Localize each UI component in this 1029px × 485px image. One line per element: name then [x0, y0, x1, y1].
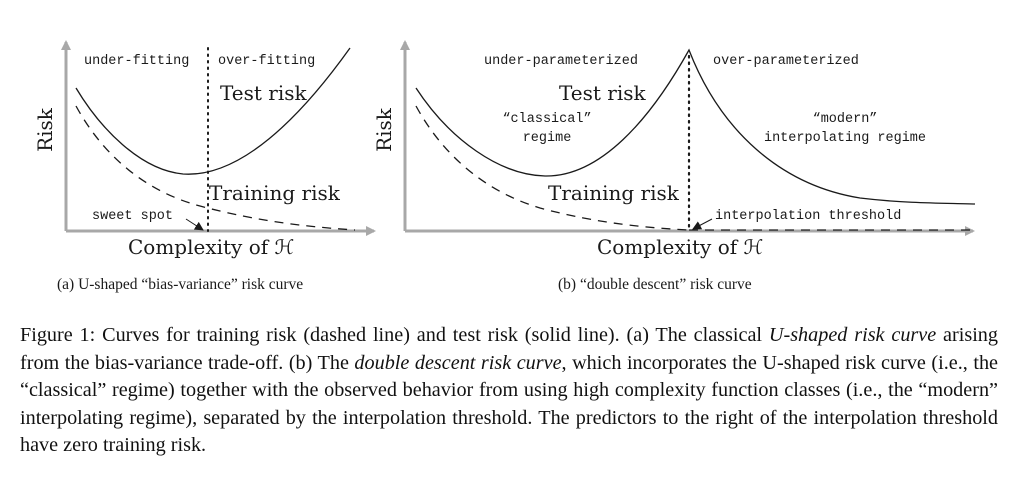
panel-b-test-risk-label: Test risk [559, 81, 647, 105]
panel-b-underparameterized-label: under-parameterized [484, 54, 638, 69]
panel-b-training-risk-label: Training risk [548, 181, 680, 205]
panel-a: Risk Complexity of ℋ under-fitting over-… [33, 40, 376, 293]
figure-graphics: Risk Complexity of ℋ under-fitting over-… [33, 40, 976, 293]
panel-b: Risk Complexity of ℋ under-parameterized… [372, 40, 976, 293]
caption-text-2: arising from the bias-variance trade-off… [20, 324, 998, 374]
panel-b-classical-label-1: “classical” [502, 112, 591, 127]
panel-a-underfitting-label: under-fitting [84, 54, 189, 69]
caption-emphasis-1: U-shaped risk curve [768, 324, 937, 346]
panel-b-training-risk-curve [415, 105, 690, 231]
panel-b-modern-label-1: “modern” [813, 112, 878, 127]
panel-a-x-label: Complexity of ℋ [128, 235, 294, 259]
panel-b-threshold-label: interpolation threshold [715, 209, 901, 224]
panel-a-sweet-spot-arrow [185, 218, 204, 231]
caption-text-3: , which incorporates the U-shaped risk c… [20, 351, 999, 457]
panel-a-sweet-spot-label: sweet spot [92, 209, 173, 224]
panel-b-x-label: Complexity of ℋ [597, 235, 763, 259]
panel-b-threshold-arrow [692, 218, 713, 230]
panel-a-y-label: Risk [33, 107, 57, 152]
panel-b-test-risk-curve [415, 48, 976, 205]
panel-a-subcaption: (a) U-shaped “bias-variance” risk curve [57, 276, 303, 293]
panel-a-test-risk-label: Test risk [220, 81, 308, 105]
panel-b-modern-label-2: interpolating regime [764, 131, 926, 146]
figure-caption: Figure 1: Curves for training risk (dash… [20, 322, 998, 460]
panel-b-y-label: Risk [372, 107, 396, 152]
panel-a-training-risk-curve [75, 105, 356, 231]
panel-a-training-risk-label: Training risk [209, 181, 341, 205]
panel-b-subcaption: (b) “double descent” risk curve [558, 276, 752, 293]
panel-a-overfitting-label: over-fitting [218, 54, 315, 69]
panel-b-overparameterized-label: over-parameterized [713, 54, 859, 69]
panel-a-test-risk-curve [75, 47, 351, 175]
caption-emphasis-2: double descent risk curve [354, 351, 562, 374]
panel-b-classical-label-2: regime [523, 131, 572, 146]
caption-text-1: Figure 1: Curves for training risk (dash… [20, 324, 769, 346]
